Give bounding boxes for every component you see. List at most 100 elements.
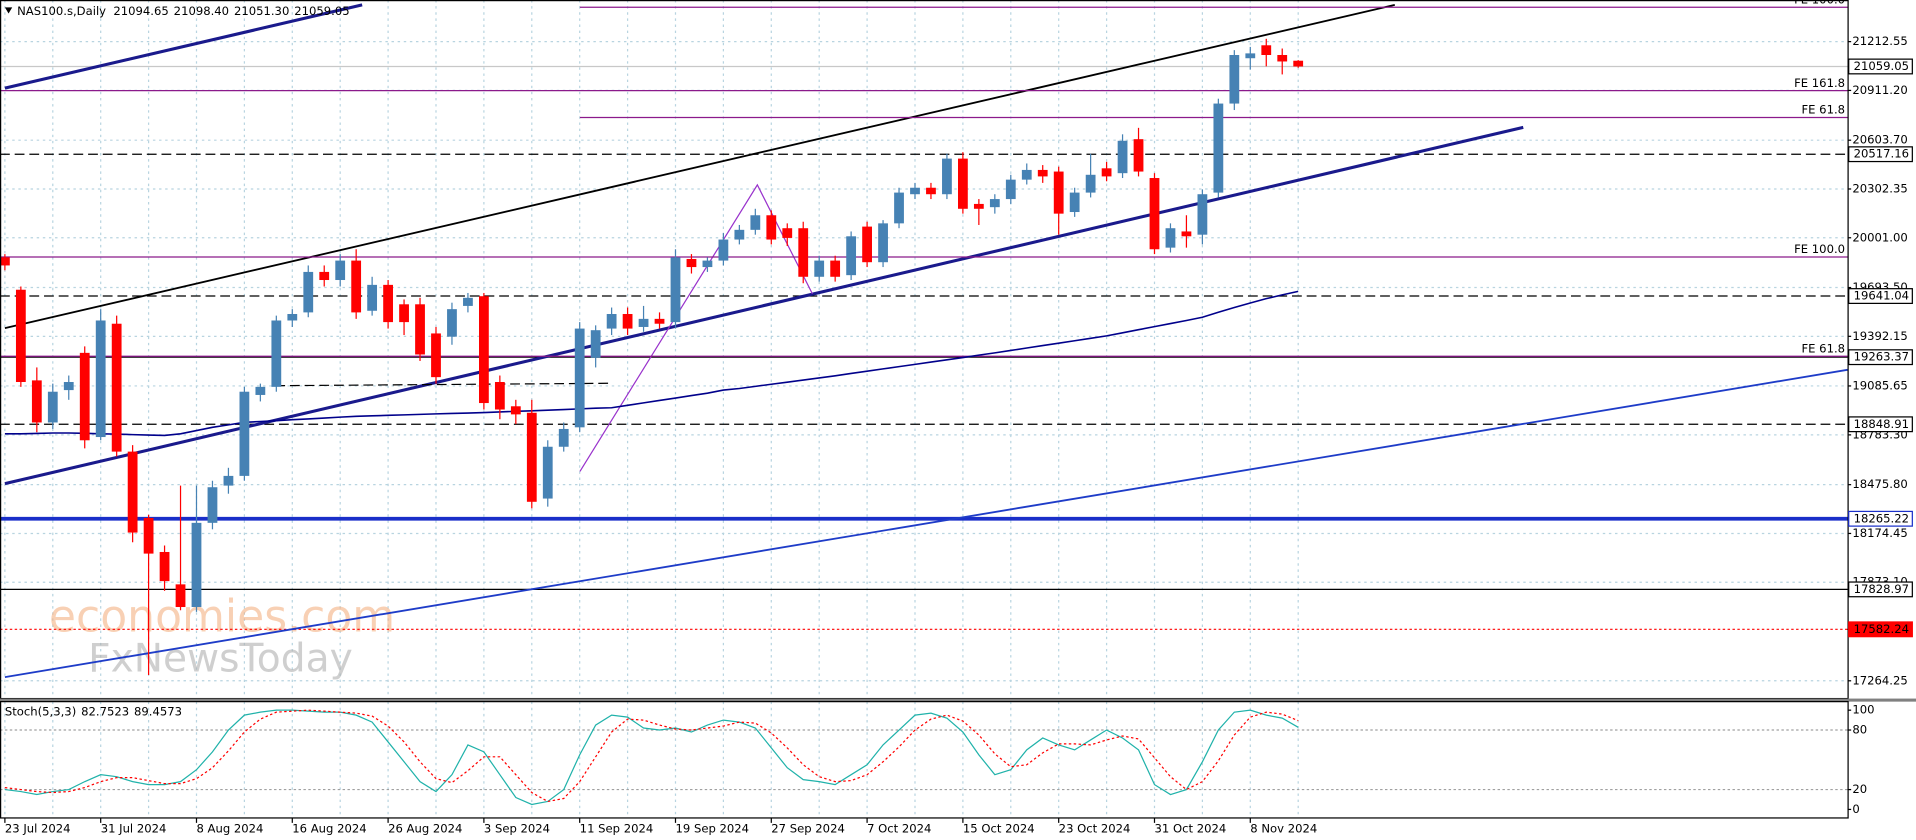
candle-body <box>1069 192 1080 213</box>
x-tick-label: 8 Nov 2024 <box>1250 821 1317 835</box>
x-tick-label: 16 Aug 2024 <box>292 821 366 835</box>
x-tick-label: 7 Oct 2024 <box>867 821 931 835</box>
level-box <box>1848 288 1913 304</box>
candle-body <box>367 284 378 311</box>
last-close: 21059.05 <box>294 4 349 18</box>
candles <box>0 38 1304 676</box>
candle-body <box>479 296 489 404</box>
level-label: 20517.16 <box>1854 147 1909 161</box>
candle-body <box>1149 178 1160 250</box>
fib-label: FE 61.8 <box>1801 103 1845 117</box>
candle-body <box>111 323 122 452</box>
candle-body <box>558 428 569 447</box>
candle-body <box>1053 171 1064 214</box>
candle-body <box>1133 139 1144 172</box>
candle-body <box>542 446 553 499</box>
candle-body <box>223 475 234 486</box>
fib-label: FE 161.8 <box>1794 76 1845 90</box>
candle-body <box>207 487 218 523</box>
level-box <box>1848 416 1913 433</box>
candle-body <box>335 260 346 281</box>
levels <box>0 65 1848 630</box>
level-label: 19263.37 <box>1854 350 1909 364</box>
level-label: 18848.91 <box>1854 417 1909 431</box>
y-tick-label: 80 <box>1852 723 1867 737</box>
bid-label: 21059.05 <box>1854 59 1909 73</box>
stoch-line <box>4 709 1299 803</box>
y-tick-label: 20603.70 <box>1852 133 1907 147</box>
candle-body <box>127 451 138 533</box>
watermark-text: FxNewsToday <box>88 637 353 682</box>
bid-box <box>1848 58 1913 75</box>
candle-body <box>973 203 984 209</box>
candle-body <box>1101 168 1112 177</box>
ma-line <box>4 290 1299 437</box>
panel-separator <box>0 698 1916 702</box>
stoch-panel <box>0 709 1848 806</box>
price-panel: FE 100.0 FE 161.8 FE 61.8 FE 100.0 FE 61.8 <box>0 0 1848 679</box>
candle-body <box>590 330 601 358</box>
y-tick-label: 20 <box>1852 782 1867 796</box>
stoch-frame <box>0 701 1849 819</box>
candle-body <box>862 226 872 263</box>
last-high: 21098.40 <box>174 4 229 18</box>
fib-label: FE 100.0 <box>1794 242 1845 256</box>
y-tick-label: 20302.35 <box>1852 181 1907 195</box>
candle-body <box>1085 174 1096 193</box>
candle-body <box>463 297 473 306</box>
candle-body <box>399 304 409 323</box>
candle-body <box>1005 179 1016 200</box>
candle-body <box>47 391 58 423</box>
candle-body <box>942 158 952 195</box>
candle-body <box>175 584 186 608</box>
trendline <box>4 3 363 90</box>
menu-arrow[interactable] <box>4 7 13 14</box>
level-label: 18265.22 <box>1854 511 1909 525</box>
candle-body <box>351 260 362 313</box>
y-tick-label: 20001.00 <box>1852 230 1907 244</box>
candle-body <box>287 314 298 321</box>
candle-body <box>989 199 1000 208</box>
level-box <box>1848 621 1913 638</box>
candle-body <box>766 215 777 240</box>
x-tick-label: 23 Oct 2024 <box>1059 821 1131 835</box>
candle-body <box>798 228 809 277</box>
candle-body <box>1229 54 1240 104</box>
trendline <box>4 125 1524 486</box>
level-label: 19641.04 <box>1854 289 1909 303</box>
trendline <box>4 368 1848 679</box>
candle-body <box>718 239 729 261</box>
stoch-title: Stoch(5,3,3) <box>5 704 76 718</box>
chart-header: NAS100.s,Daily 21094.65 21098.40 21051.30 21… <box>17 4 349 18</box>
candle-body <box>686 258 697 268</box>
candle-body <box>734 229 745 240</box>
level-box <box>1848 510 1913 527</box>
y-tick-label: 100 <box>1852 703 1874 717</box>
trendline <box>275 382 612 387</box>
y-tick-label: 21212.55 <box>1852 34 1907 48</box>
level-label: 17828.97 <box>1854 582 1909 596</box>
x-tick-label: 19 Sep 2024 <box>675 821 749 835</box>
candle-body <box>878 223 888 263</box>
last-open: 21094.65 <box>113 4 168 18</box>
x-tick-label: 31 Oct 2024 <box>1154 821 1226 835</box>
candle-body <box>0 257 10 266</box>
x-tick-label: 8 Aug 2024 <box>196 821 263 835</box>
candle-body <box>750 215 761 230</box>
x-tick-label: 23 Jul 2024 <box>5 821 71 835</box>
candle-body <box>415 304 425 355</box>
candle-body <box>31 380 42 423</box>
fib-label: FE 100.0 <box>1794 0 1845 6</box>
y-tick-label: 19085.65 <box>1852 378 1907 392</box>
candle-body <box>1021 169 1032 180</box>
watermark-text: economies.com <box>49 592 395 643</box>
candle-body <box>814 260 825 277</box>
level-box <box>1848 349 1913 366</box>
stoch-signal-last: 89.4573 <box>134 704 182 718</box>
y-tick-label: 17264.25 <box>1852 673 1907 687</box>
candle-body <box>95 320 106 438</box>
candle-body <box>447 309 457 337</box>
candle-body <box>894 192 904 224</box>
candle-body <box>319 271 330 281</box>
candle-body <box>846 236 857 276</box>
